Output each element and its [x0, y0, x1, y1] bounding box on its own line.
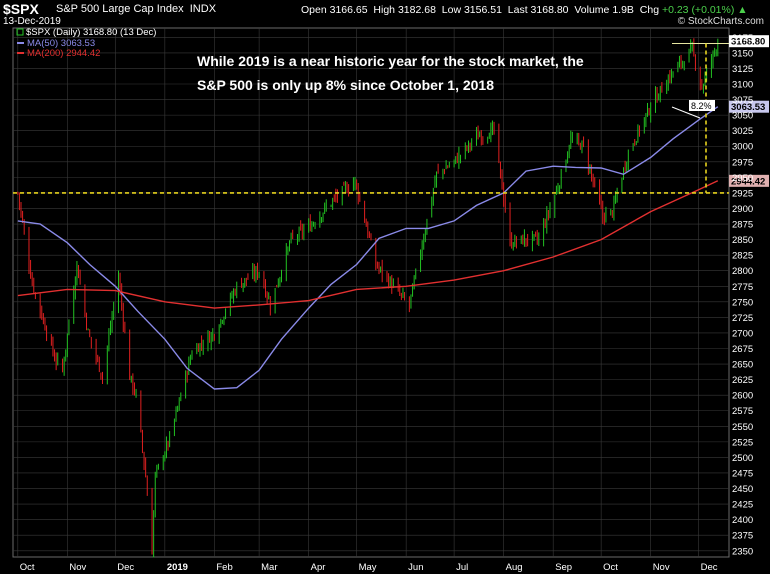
y-tick-label: 2600: [732, 391, 753, 402]
x-tick-label: Jun: [408, 562, 423, 573]
y-tick-label: 2850: [732, 235, 753, 246]
x-tick-label: Jul: [456, 562, 468, 573]
y-tick-label: 2925: [732, 188, 753, 199]
y-tick-label: 3075: [732, 95, 753, 106]
annotation-line-2: S&P 500 is only up 8% since October 1, 2…: [197, 77, 494, 93]
low-label: Low: [441, 4, 462, 16]
legend-swatch-price: [16, 28, 24, 36]
y-tick-label: 2875: [732, 220, 753, 231]
y-tick-label: 2725: [732, 313, 753, 324]
x-tick-label: Oct: [20, 562, 35, 573]
y-tick-label: 2550: [732, 422, 753, 433]
exchange: INDX: [189, 3, 217, 15]
y-tick-label: 3050: [732, 111, 753, 122]
y-tick-label: 2750: [732, 297, 753, 308]
up-arrow-icon: ▲: [737, 4, 748, 16]
y-tick-label: 2350: [732, 546, 753, 557]
y-tick-label: 2650: [732, 360, 753, 371]
x-tick-label: Dec: [117, 562, 134, 573]
x-tick-label: Nov: [653, 562, 670, 573]
x-tick-label: 2019: [167, 562, 188, 573]
legend-ma50: MA(50) 3063.53: [27, 38, 95, 49]
x-tick-label: Mar: [261, 562, 277, 573]
x-tick-label: Apr: [311, 562, 326, 573]
open-label: Open: [301, 4, 327, 16]
chg-label: Chg: [639, 4, 660, 16]
y-tick-label: 3025: [732, 126, 753, 137]
stockcharts-logo: © StockCharts.com: [677, 16, 764, 27]
x-axis: Oct Nov Dec 2019 Feb Mar Apr May Jun Jul Aug Sep Oct…: [20, 562, 718, 573]
y-tick-label: 2775: [732, 282, 753, 293]
ma50-tag-box: [729, 100, 769, 113]
ma50-tag: 3063.53: [731, 102, 765, 113]
x-tick-label: Dec: [701, 562, 718, 573]
y-tick-label: 2900: [732, 204, 753, 215]
x-tick-label: Feb: [216, 562, 232, 573]
plot-area: [12, 27, 730, 558]
y-tick-label: 2500: [732, 453, 753, 464]
pct-label: 8.2%: [691, 101, 712, 111]
ma50-line: [17, 106, 719, 390]
y-tick-label: 2625: [732, 375, 753, 386]
legend-ma200: MA(200) 2944.42: [27, 48, 100, 59]
y-tick-label: 3100: [732, 80, 753, 91]
ma200-line: [17, 180, 719, 309]
y-tick-label: 2950: [732, 173, 753, 184]
x-tick-label: Nov: [69, 562, 86, 573]
series-lines: [17, 106, 719, 390]
y-axis: 2350 2375 2400 2425 2450 2475 2500 2525 2550 2575…: [732, 33, 753, 557]
y-tick-label: 2450: [732, 484, 753, 495]
last-value: 3168.80: [530, 4, 569, 16]
x-tick-label: May: [359, 562, 377, 573]
pct-box: [689, 100, 715, 111]
y-tick-label: 2675: [732, 344, 753, 355]
x-tick-label: Oct: [603, 562, 618, 573]
symbol: $SPX: [3, 1, 39, 17]
y-tick-label: 2825: [732, 251, 753, 262]
last-price-tag-box: [729, 35, 769, 48]
y-tick-label: 2700: [732, 328, 753, 339]
ma200-tag-box: [729, 174, 769, 187]
y-tick-label: 3150: [732, 48, 753, 59]
high-label: High: [373, 4, 396, 16]
y-tick-label: 2975: [732, 157, 753, 168]
reference-lines: 8.2% 3168.80 3063.53 2944.42: [13, 35, 769, 194]
grid: [13, 28, 729, 557]
security-name: S&P 500 Large Cap Index INDX: [56, 3, 216, 15]
legend-price: $SPX (Daily) 3168.80 (13 Dec): [26, 27, 156, 38]
ma200-tag: 2944.42: [731, 176, 765, 187]
open-value: 3166.65: [329, 4, 368, 16]
y-tick-label: 3125: [732, 64, 753, 75]
y-tick-label: 2800: [732, 266, 753, 277]
last-price-tag: 3168.80: [731, 37, 765, 48]
high-value: 3182.68: [397, 4, 436, 16]
x-tick-label: Aug: [506, 562, 523, 573]
last-label: Last: [507, 4, 528, 16]
chart-date: 13-Dec-2019: [3, 16, 61, 27]
legend: $SPX (Daily) 3168.80 (13 Dec) MA(50) 306…: [16, 27, 156, 59]
volume-label: Volume: [574, 4, 610, 16]
y-tick-label: 2400: [732, 515, 753, 526]
x-tick-label: Sep: [555, 562, 572, 573]
security-name-text: S&P 500 Large Cap Index: [56, 3, 184, 15]
low-value: 3156.51: [463, 4, 502, 16]
chg-value: +0.23 (+0.01%): [661, 4, 735, 16]
pct-pointer: [671, 106, 701, 119]
candles: [17, 38, 719, 558]
y-tick-label: 3175: [732, 33, 753, 44]
volume-value: 1.9B: [612, 4, 634, 16]
y-tick-label: 2375: [732, 531, 753, 542]
annotation-line-1: While 2019 is a near historic year for t…: [197, 53, 584, 69]
annotation: While 2019 is a near historic year for t…: [197, 53, 584, 93]
y-tick-label: 2525: [732, 437, 753, 448]
y-tick-label: 2425: [732, 500, 753, 511]
chart-header: $SPX S&P 500 Large Cap Index INDX 13-Dec…: [0, 0, 770, 28]
quote-summary: Open 3166.65 High 3182.68 Low 3156.51 La…: [301, 4, 748, 16]
y-tick-label: 2475: [732, 468, 753, 479]
y-tick-label: 2575: [732, 406, 753, 417]
y-tick-label: 3000: [732, 142, 753, 153]
